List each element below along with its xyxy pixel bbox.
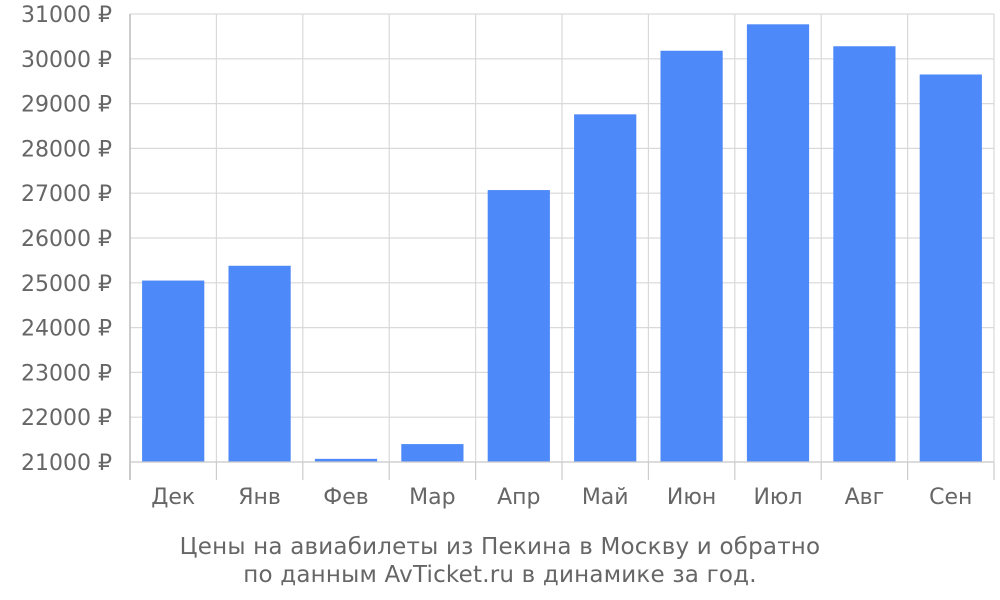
x-tick-label: Сен [929, 485, 972, 510]
bar[interactable] [833, 46, 896, 462]
bar[interactable] [401, 444, 464, 462]
x-axis-ticks: Дек Янв Фев Мар Апр Май Июн Июл Авг Сен [151, 485, 972, 510]
bar[interactable] [574, 114, 637, 463]
x-tick-label: Июл [753, 485, 802, 510]
y-tick-label: 25000 ₽ [21, 272, 112, 297]
y-tick-label: 31000 ₽ [21, 3, 112, 28]
x-tick-label: Мар [409, 485, 455, 510]
y-tick-label: 26000 ₽ [21, 227, 112, 252]
y-tick-label: 21000 ₽ [21, 451, 112, 476]
y-axis-ticks: 21000 ₽ 22000 ₽ 23000 ₽ 24000 ₽ 25000 ₽ 26000… [21, 3, 112, 476]
y-tick-label: 27000 ₽ [21, 182, 112, 207]
x-tick-label: Май [582, 485, 629, 510]
bars [142, 24, 982, 463]
chart-caption-line-1: Цены на авиабилеты из Пекина в Москву и … [179, 534, 821, 560]
y-tick-label: 29000 ₽ [21, 93, 112, 118]
x-tick-label: Июн [667, 485, 716, 510]
x-tick-label: Дек [151, 485, 195, 510]
y-tick-label: 30000 ₽ [21, 48, 112, 73]
y-tick-label: 24000 ₽ [21, 317, 112, 342]
bar[interactable] [919, 74, 982, 462]
y-tick-label: 28000 ₽ [21, 137, 112, 162]
bar[interactable] [746, 24, 810, 462]
bar[interactable] [660, 50, 723, 463]
chart-caption-line-2: по данным AvTicket.ru в динамике за год. [243, 562, 757, 588]
y-tick-label: 22000 ₽ [21, 406, 112, 431]
x-tick-label: Фев [323, 485, 368, 510]
y-tick-label: 23000 ₽ [21, 361, 112, 386]
x-tick-label: Апр [497, 485, 540, 510]
bar[interactable] [487, 190, 550, 462]
bar[interactable] [142, 280, 205, 462]
x-tick-label: Авг [845, 485, 885, 510]
bar[interactable] [228, 265, 291, 462]
bar-chart: 21000 ₽ 22000 ₽ 23000 ₽ 24000 ₽ 25000 ₽ 26000… [21, 3, 995, 510]
grid-lines [130, 13, 995, 463]
bar[interactable] [314, 458, 378, 462]
x-tick-label: Янв [238, 485, 281, 510]
axes [129, 14, 995, 480]
